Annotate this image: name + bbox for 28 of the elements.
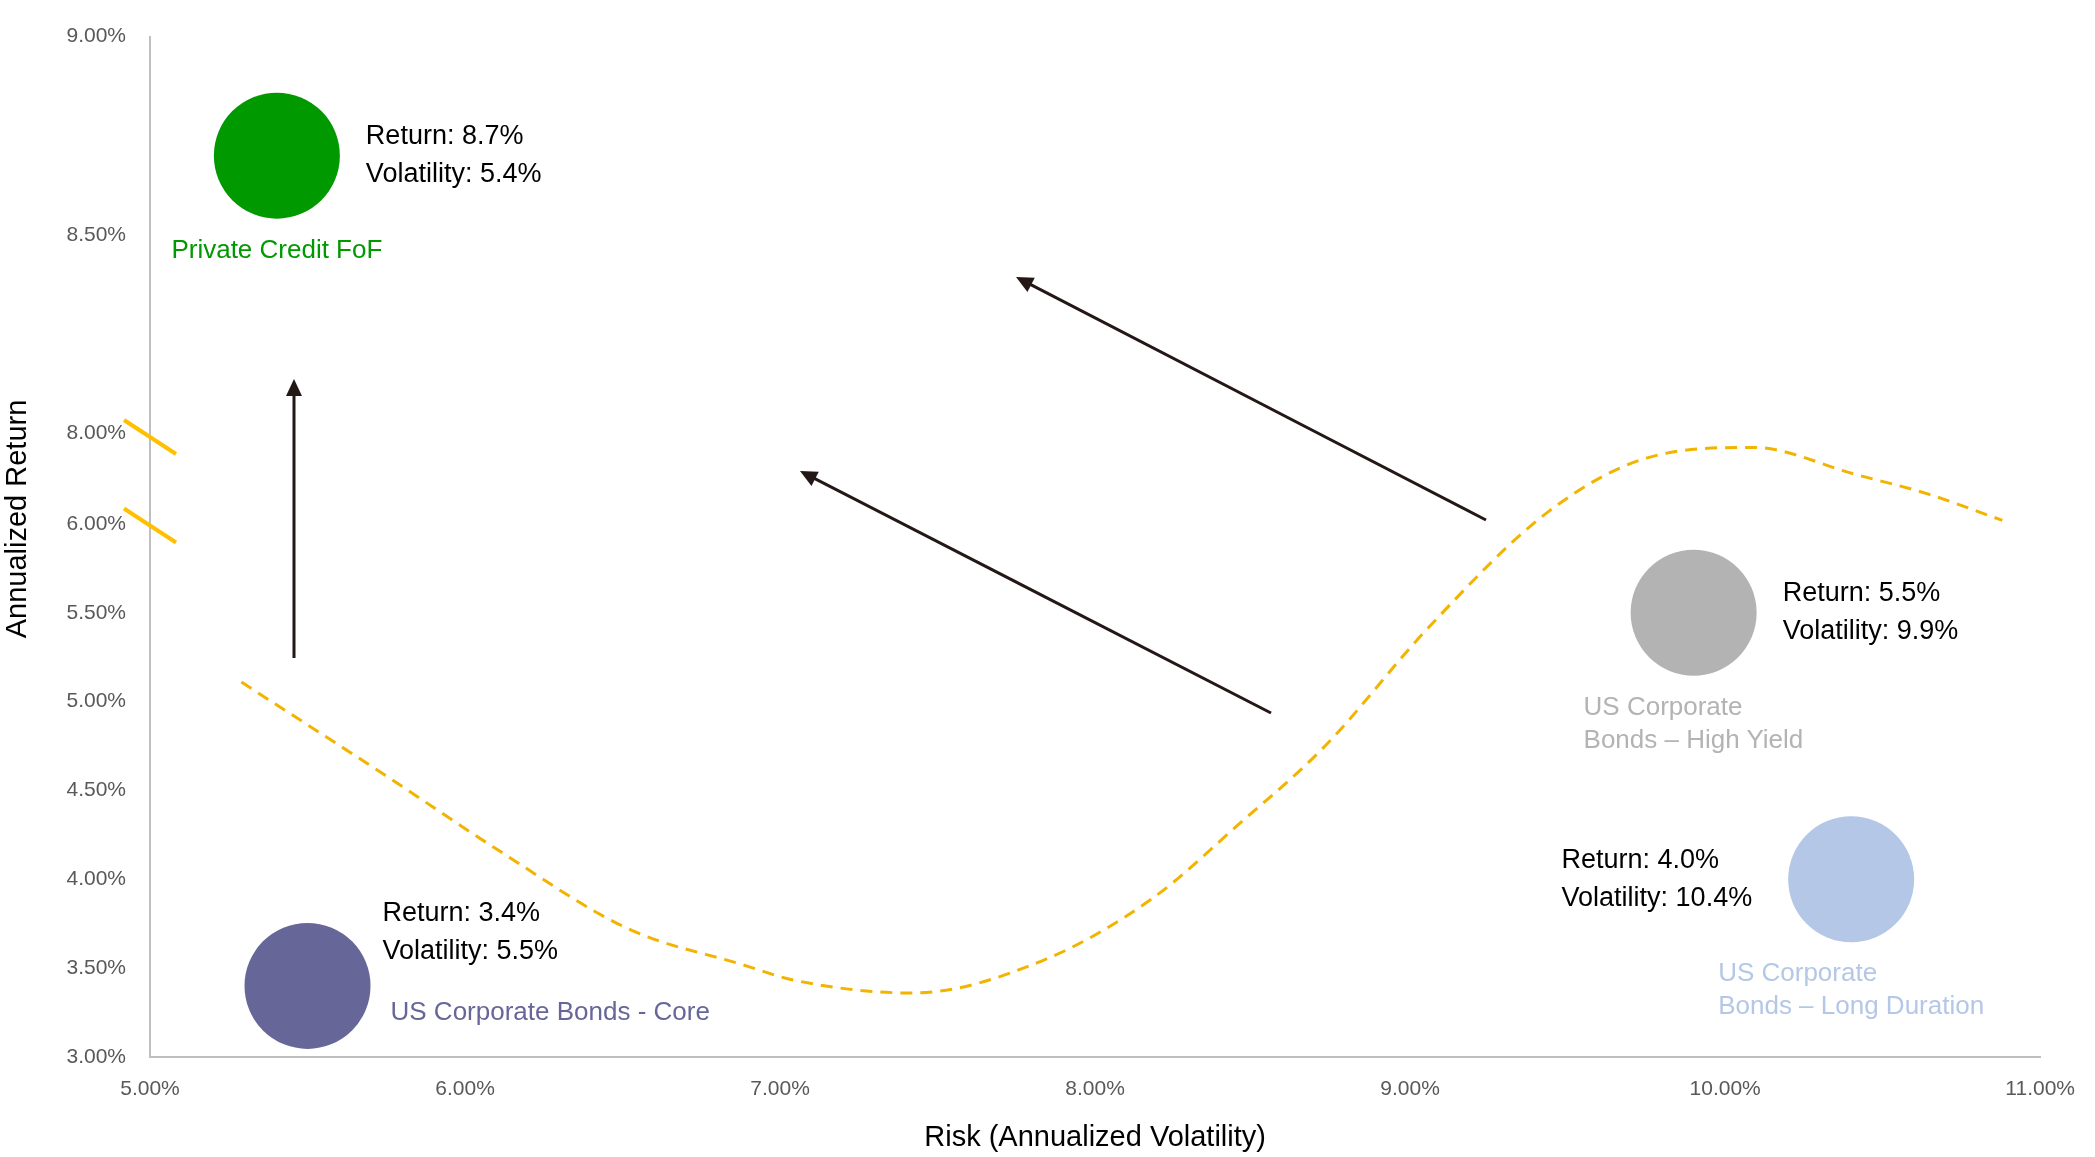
data-label: Return: 3.4% Volatility: 5.5% [382,897,559,966]
y-tick-label: 3.00% [66,1043,126,1067]
data-label: Return: 5.5% Volatility: 9.9% [1782,577,1959,646]
y-tick-label: 9.00% [66,23,126,47]
y-tick-label: 3.50% [66,954,126,978]
y-tick-label: 8.00% [66,420,126,444]
y-tick-label: 6.00% [66,510,126,534]
x-tick-label: 10.00% [1689,1076,1761,1100]
y-tick-label: 4.00% [66,866,126,890]
y-tick-label: 5.50% [66,599,126,623]
line-series [239,445,2004,995]
y-tick-label: 4.50% [66,777,126,801]
x-axis-title: Risk (Annualized Volatility) [924,1119,1266,1152]
x-tick-label: 8.00% [1065,1076,1125,1100]
data-label: Return: 4.0% Volatility: 10.4% [1561,843,1753,912]
x-tick-label: 9.00% [1380,1076,1440,1100]
x-tick-label: 5.00% [120,1076,180,1100]
x-tick-label: 6.00% [435,1076,495,1100]
y-tick-label: 5.00% [66,688,126,712]
series-label: Private Credit FoF [171,233,383,264]
data-label: Return: 8.7% Volatility: 5.4% [365,120,542,189]
x-tick-label: 11.00% [2005,1076,2075,1100]
y-tick-label: 8.50% [66,221,126,245]
series-label: US Corporate Bonds - Core [390,996,710,1027]
x-tick-label: 7.00% [750,1076,810,1100]
series-label: US Corporate Bonds – Long Duration [1718,957,1985,1021]
series-label: US Corporate Bonds – High Yield [1583,690,1804,754]
y-axis-title: Annualized Return [0,399,32,639]
